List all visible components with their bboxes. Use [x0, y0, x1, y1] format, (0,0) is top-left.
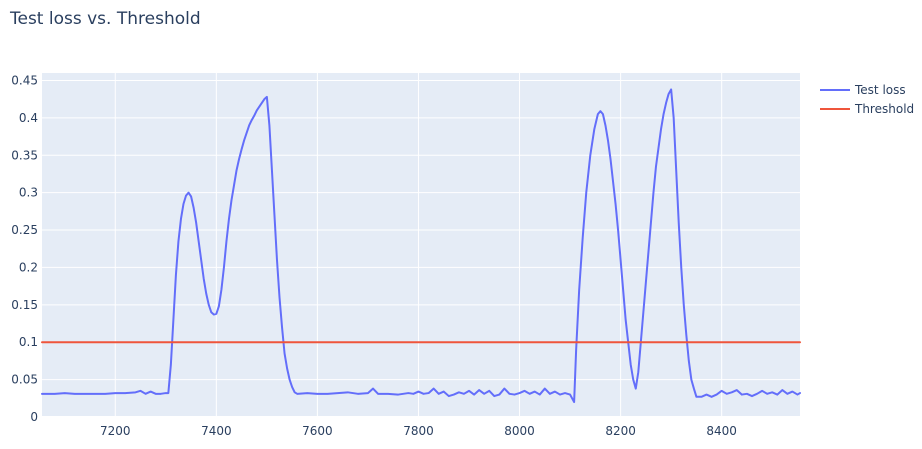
series-layer: [41, 88, 801, 404]
x-tick-label: 8000: [504, 424, 535, 438]
y-tick-label: 0.2: [19, 260, 38, 274]
series-line-test-loss: [41, 88, 801, 404]
x-tick-label: 7600: [302, 424, 333, 438]
y-tick-label: 0.15: [11, 298, 38, 312]
y-tick-label: 0.3: [19, 186, 38, 200]
legend-label-test-loss[interactable]: Test loss: [854, 83, 906, 97]
legend-label-threshold[interactable]: Threshold: [854, 102, 914, 116]
y-tick-label: 0.45: [11, 73, 38, 87]
y-tick-label: 0.1: [19, 335, 38, 349]
y-tick-label: 0.25: [11, 223, 38, 237]
x-tick-label: 8200: [605, 424, 636, 438]
x-axis-ticks: 7200 7400 7600 7800 8000 8200 8400: [100, 424, 737, 438]
plot-background: [42, 73, 800, 417]
y-tick-label: 0.05: [11, 373, 38, 387]
grid: [42, 73, 800, 417]
y-tick-label: 0: [30, 410, 38, 424]
y-axis-ticks: 0 0.05 0.1 0.15 0.2 0.25 0.3 0.35 0.4 0.45: [11, 73, 38, 424]
x-tick-label: 7400: [201, 424, 232, 438]
y-tick-label: 0.4: [19, 111, 38, 125]
chart-title: Test loss vs. Threshold: [9, 9, 201, 29]
x-tick-label: 7800: [403, 424, 434, 438]
y-tick-label: 0.35: [11, 148, 38, 162]
legend[interactable]: Test loss Threshold: [820, 83, 914, 116]
x-tick-label: 8400: [706, 424, 737, 438]
x-tick-label: 7200: [100, 424, 131, 438]
